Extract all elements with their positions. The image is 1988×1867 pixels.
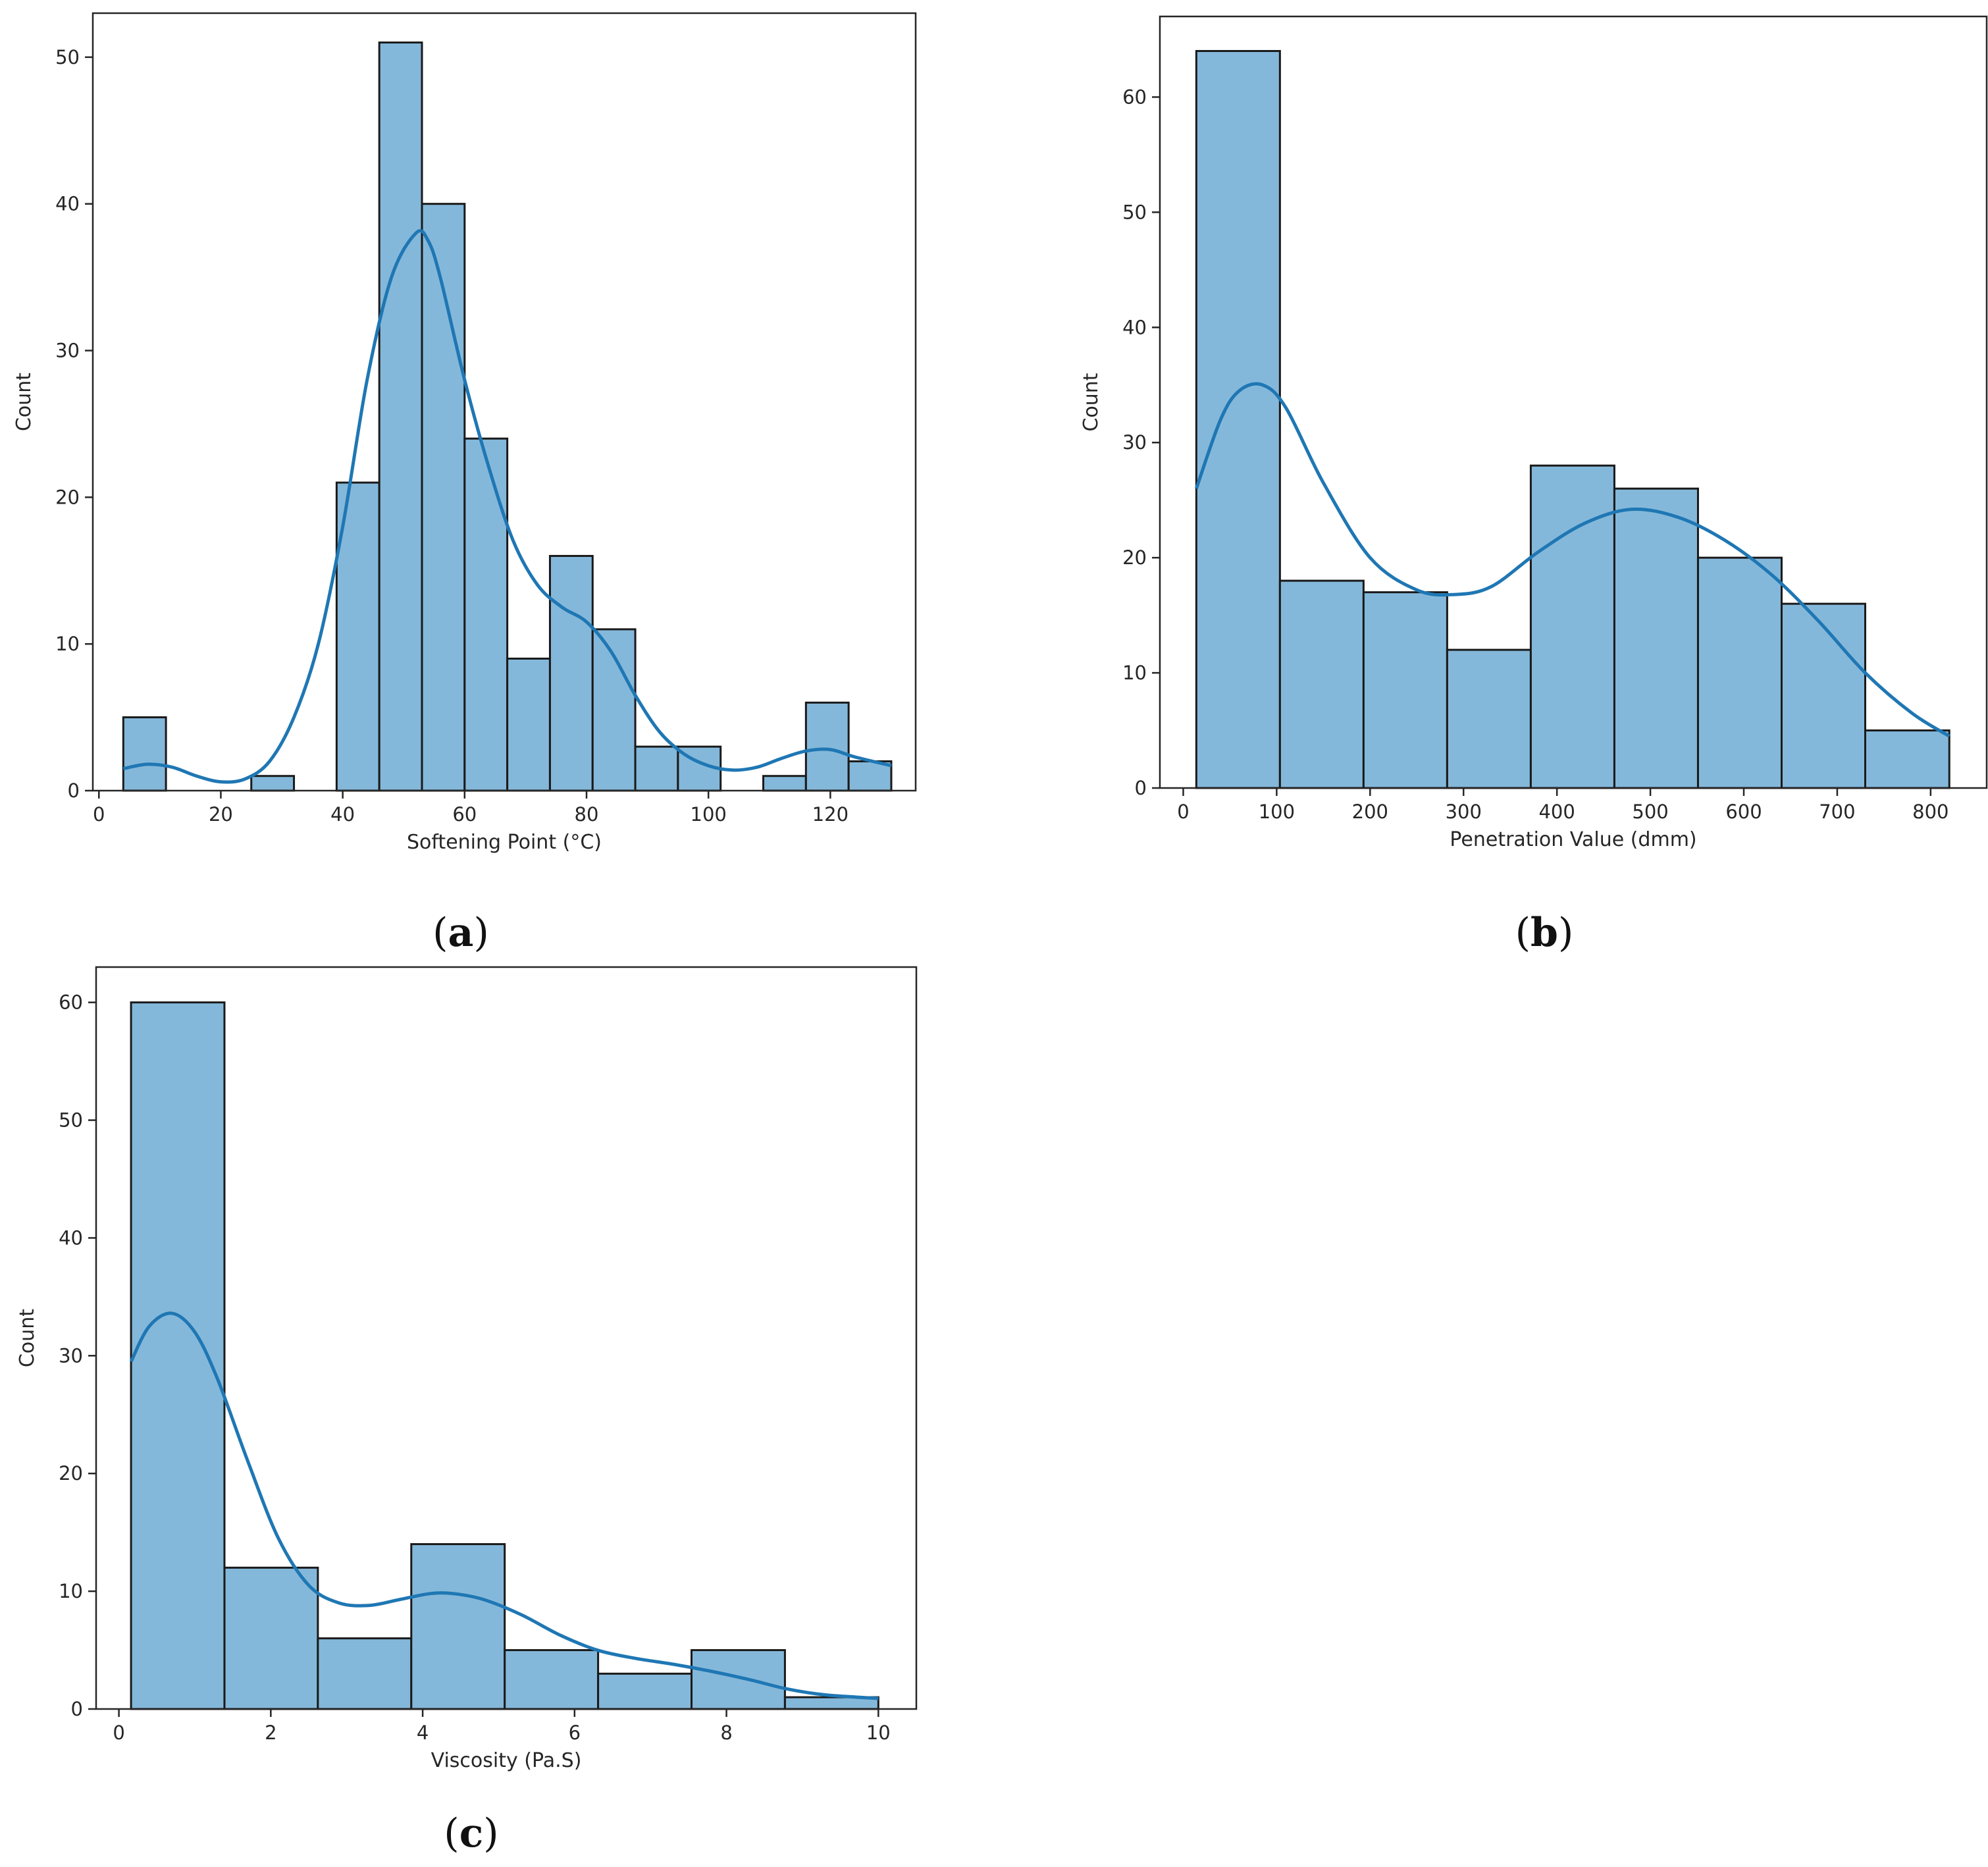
y-tick-label: 0	[1135, 777, 1147, 799]
x-tick-label: 0	[113, 1722, 124, 1744]
x-tick-label: 80	[575, 803, 599, 826]
x-tick-label: 60	[452, 803, 477, 826]
x-tick-label: 700	[1819, 801, 1855, 823]
axes-frame	[92, 12, 917, 792]
y-tick-label: 0	[68, 779, 80, 802]
x-tick-label: 2	[265, 1722, 276, 1744]
y-tick-label: 20	[55, 486, 80, 508]
panel-label-a: (a)	[432, 910, 489, 956]
x-tick-label: 100	[691, 803, 727, 826]
x-tick-label: 0	[93, 803, 105, 826]
x-tick-label: 400	[1538, 801, 1575, 823]
x-axis-label: Softening Point (°C)	[407, 831, 602, 854]
y-tick-label: 20	[59, 1462, 83, 1485]
kde-curve	[129, 1311, 879, 1700]
x-axis-label: Penetration Value (dmm)	[1450, 828, 1696, 851]
y-tick-label: 30	[59, 1344, 83, 1367]
y-axis-label: Count	[1080, 373, 1103, 431]
y-tick-label: 50	[1122, 201, 1147, 223]
histogram-bar	[504, 1649, 600, 1710]
y-tick-label: 40	[59, 1226, 83, 1249]
y-axis-label: Count	[16, 1309, 39, 1367]
histogram-bar	[1529, 464, 1615, 789]
histogram-bar	[130, 1001, 226, 1710]
y-tick-label: 20	[1122, 546, 1147, 569]
x-tick-label: 500	[1632, 801, 1668, 823]
histogram-bar	[634, 745, 679, 792]
y-tick-label: 10	[59, 1580, 83, 1602]
y-tick-label: 30	[1122, 431, 1147, 454]
penetration-value-histogram: 0 100 200 300 400 500 600 700 800 0 10 20 30 40 50 60 Pe…	[1080, 15, 1988, 851]
x-tick-label: 6	[569, 1722, 581, 1744]
histogram-bar	[1696, 556, 1783, 789]
softening-point-histogram: 0 20 40 60 80 100 120 0 10 20 30 40 50 Softening Poin…	[13, 12, 917, 854]
histogram-bar	[378, 41, 423, 792]
x-tick-label: 120	[812, 803, 849, 826]
histogram-bar	[1278, 579, 1365, 789]
histogram-bar	[122, 716, 167, 792]
histogram-bar	[317, 1637, 413, 1710]
histogram-bar	[804, 701, 850, 792]
histogram-bar	[1864, 729, 1950, 789]
y-tick-label: 10	[55, 633, 80, 655]
histogram-bar	[223, 1566, 319, 1710]
histogram-bar	[1613, 487, 1699, 789]
panel-label-c: (c)	[444, 1810, 498, 1856]
y-tick-label: 10	[1122, 662, 1147, 684]
kde-curve	[1194, 382, 1950, 738]
x-tick-label: 40	[330, 803, 355, 826]
x-tick-label: 8	[720, 1722, 732, 1744]
y-tick-label: 0	[71, 1698, 83, 1720]
histogram-bar	[1362, 591, 1448, 789]
axes-frame	[95, 966, 918, 1710]
histogram-bar	[691, 1649, 786, 1710]
x-tick-label: 800	[1912, 801, 1949, 823]
histogram-bar	[410, 1543, 506, 1710]
y-tick-label: 40	[1122, 316, 1147, 338]
x-tick-label: 4	[417, 1722, 429, 1744]
histogram-bar	[463, 437, 509, 792]
y-tick-label: 60	[1122, 86, 1147, 108]
x-tick-label: 300	[1446, 801, 1482, 823]
x-axis-label: Viscosity (Pa.S)	[431, 1749, 582, 1772]
y-tick-label: 60	[59, 991, 83, 1014]
x-tick-label: 10	[866, 1722, 891, 1744]
x-tick-label: 600	[1725, 801, 1762, 823]
panel-label-b: (b)	[1515, 910, 1574, 956]
histogram-bar	[548, 554, 594, 792]
axes-frame	[1159, 15, 1988, 789]
histogram-bar	[506, 657, 551, 792]
y-tick-label: 50	[59, 1109, 83, 1132]
viscosity-histogram: 0 2 4 6 8 10 0 10 20 30 40 50 60 Viscosity (Pa.S) Coun…	[16, 966, 918, 1772]
x-tick-label: 200	[1352, 801, 1388, 823]
y-tick-label: 30	[55, 340, 80, 362]
histogram-bar	[1780, 602, 1867, 789]
kde-curve	[122, 229, 892, 784]
x-tick-label: 0	[1177, 801, 1189, 823]
histogram-bar	[597, 1672, 693, 1710]
histogram-bar	[250, 775, 296, 792]
y-axis-label: Count	[13, 373, 36, 431]
x-tick-label: 20	[209, 803, 233, 826]
x-tick-label: 100	[1259, 801, 1295, 823]
y-tick-label: 40	[55, 193, 80, 215]
histogram-bar	[1446, 648, 1532, 789]
histogram-bar	[762, 775, 807, 792]
histogram-bar	[1195, 49, 1281, 789]
y-tick-label: 50	[55, 46, 80, 68]
